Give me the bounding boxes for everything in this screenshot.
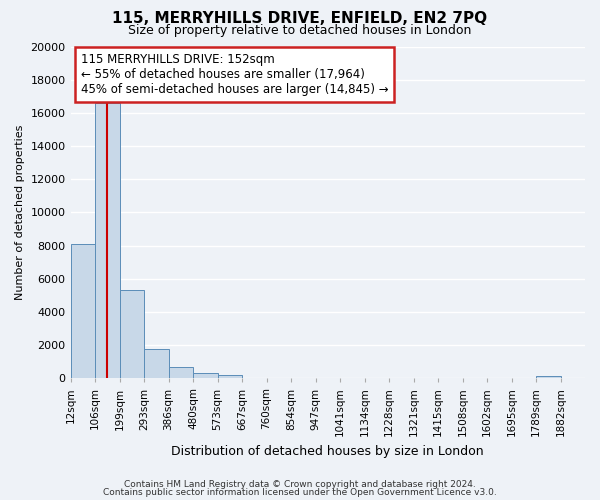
Bar xyxy=(71,244,95,378)
Text: 115 MERRYHILLS DRIVE: 152sqm
← 55% of detached houses are smaller (17,964)
45% o: 115 MERRYHILLS DRIVE: 152sqm ← 55% of de… xyxy=(81,53,388,96)
Bar xyxy=(95,103,119,378)
Text: Contains public sector information licensed under the Open Government Licence v3: Contains public sector information licen… xyxy=(103,488,497,497)
Bar xyxy=(144,350,169,378)
X-axis label: Distribution of detached houses by size in London: Distribution of detached houses by size … xyxy=(172,444,484,458)
Bar xyxy=(193,374,218,378)
Bar xyxy=(536,376,560,378)
Y-axis label: Number of detached properties: Number of detached properties xyxy=(15,125,25,300)
Bar xyxy=(218,375,242,378)
Text: 115, MERRYHILLS DRIVE, ENFIELD, EN2 7PQ: 115, MERRYHILLS DRIVE, ENFIELD, EN2 7PQ xyxy=(112,11,488,26)
Bar xyxy=(119,290,144,378)
Bar xyxy=(169,367,193,378)
Text: Size of property relative to detached houses in London: Size of property relative to detached ho… xyxy=(128,24,472,37)
Text: Contains HM Land Registry data © Crown copyright and database right 2024.: Contains HM Land Registry data © Crown c… xyxy=(124,480,476,489)
